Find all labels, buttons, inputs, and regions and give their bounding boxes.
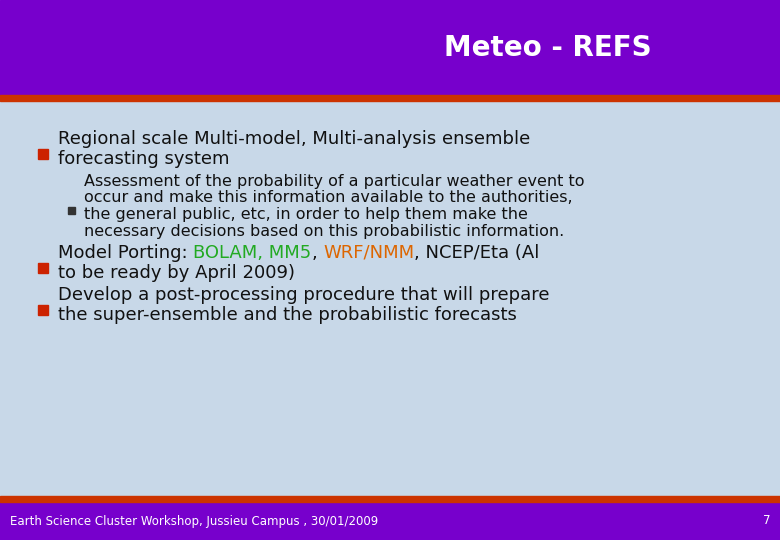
Bar: [68, 207, 75, 214]
Bar: [38, 305, 48, 315]
Text: 7: 7: [763, 515, 770, 528]
Text: occur and make this information available to the authorities,: occur and make this information availabl…: [84, 190, 573, 205]
Text: ,: ,: [312, 244, 323, 262]
Bar: [0, 502, 780, 540]
Text: Model Porting:: Model Porting:: [58, 244, 193, 262]
Text: to be ready by April 2009): to be ready by April 2009): [58, 264, 295, 282]
Text: Meteo - REFS: Meteo - REFS: [444, 33, 651, 62]
Text: forecasting system: forecasting system: [58, 150, 229, 168]
Bar: [0, 95, 780, 101]
Text: the super-ensemble and the probabilistic forecasts: the super-ensemble and the probabilistic…: [58, 306, 517, 324]
Text: , NCEP/Eta (Al: , NCEP/Eta (Al: [414, 244, 540, 262]
Text: Regional scale Multi-model, Multi-analysis ensemble: Regional scale Multi-model, Multi-analys…: [58, 130, 530, 148]
Text: Develop a post-processing procedure that will prepare: Develop a post-processing procedure that…: [58, 286, 549, 304]
Bar: [0, 0, 780, 95]
Text: the general public, etc, in order to help them make the: the general public, etc, in order to hel…: [84, 207, 528, 222]
Text: Assessment of the probability of a particular weather event to: Assessment of the probability of a parti…: [84, 174, 584, 188]
Text: necessary decisions based on this probabilistic information.: necessary decisions based on this probab…: [84, 224, 564, 239]
Text: BOLAM, MM5: BOLAM, MM5: [193, 244, 312, 262]
Bar: [38, 149, 48, 159]
Bar: [0, 496, 780, 502]
Text: WRF/NMM: WRF/NMM: [323, 244, 414, 262]
Text: Earth Science Cluster Workshop, Jussieu Campus , 30/01/2009: Earth Science Cluster Workshop, Jussieu …: [10, 515, 378, 528]
Bar: [38, 263, 48, 273]
